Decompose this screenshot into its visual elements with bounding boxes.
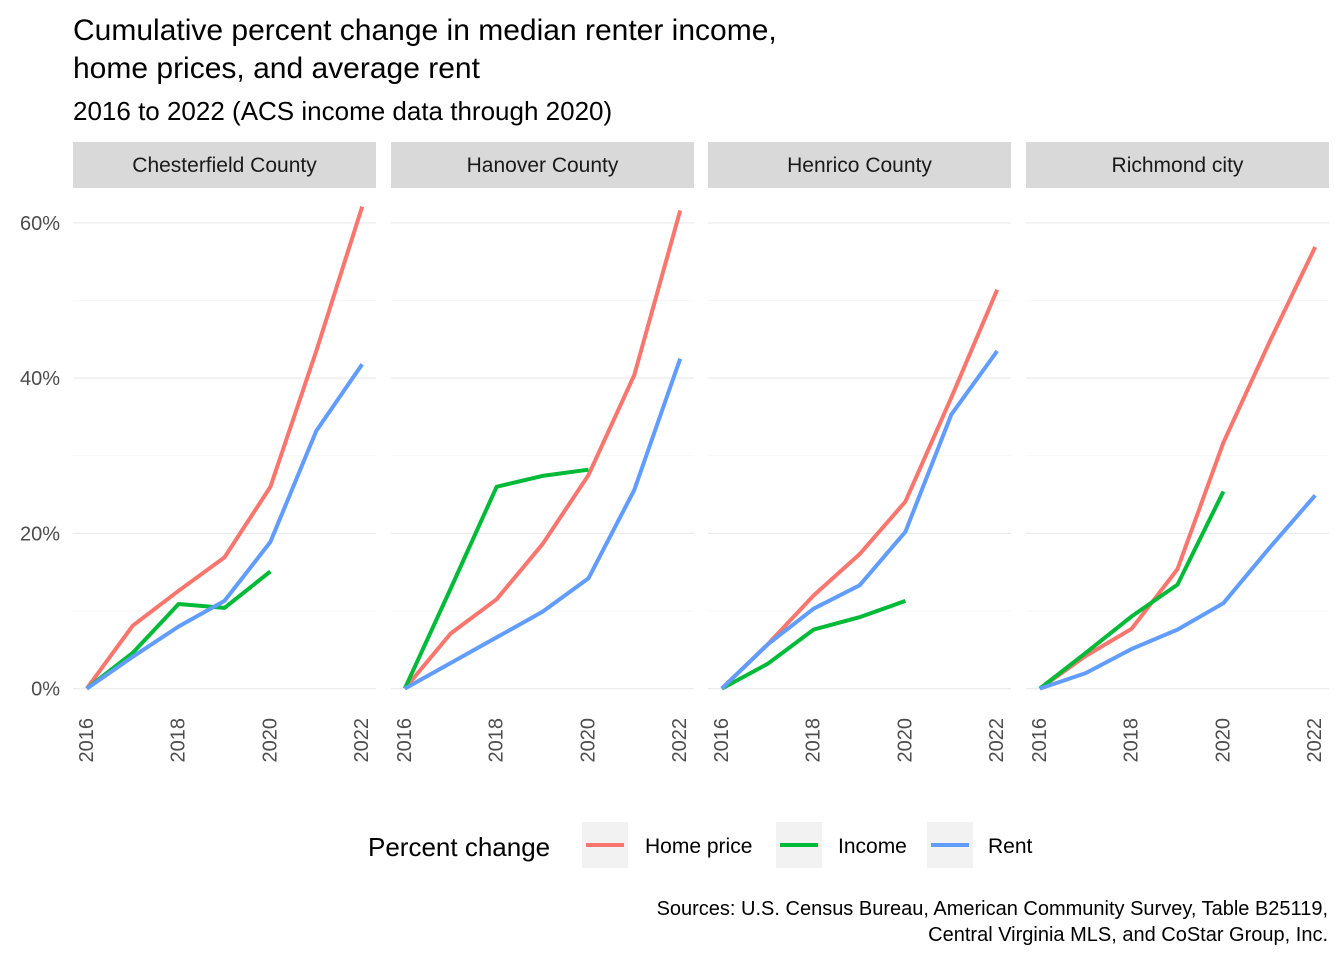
x-tick-label: 2016 xyxy=(394,718,416,763)
x-tick-label: 2018 xyxy=(168,718,190,763)
series-line-income xyxy=(1038,490,1226,691)
y-tick-label: 60% xyxy=(20,213,60,235)
y-tick-label: 0% xyxy=(31,679,60,701)
chart-subtitle: 2016 to 2022 (ACS income data through 20… xyxy=(73,96,613,126)
chart-title-line-1: Cumulative percent change in median rent… xyxy=(73,14,777,47)
chart-title: Cumulative percent change in median rent… xyxy=(73,12,777,88)
series-line-rent xyxy=(1039,493,1317,691)
x-tick-label: 2018 xyxy=(803,718,825,763)
legend-label-home-price: Home price xyxy=(645,835,752,858)
x-tick-label: 2022 xyxy=(1304,718,1326,763)
legend-title: Percent change xyxy=(368,832,550,862)
series-line-income xyxy=(402,467,589,690)
source-caption-line-2: Central Virginia MLS, and CoStar Group, … xyxy=(928,924,1328,946)
x-tick-label: 2016 xyxy=(76,718,98,763)
y-tick-label: 40% xyxy=(20,368,60,390)
facet-strip xyxy=(391,142,694,188)
y-tick-label: 20% xyxy=(20,523,60,545)
facet-strip-label: Chesterfield County xyxy=(132,154,317,177)
x-tick-label: 2020 xyxy=(259,718,281,763)
series-line-rent xyxy=(403,358,683,691)
x-tick-label: 2018 xyxy=(486,718,508,763)
panel-chesterfield-county: Chesterfield County 2016 2018 2020 2022 xyxy=(73,142,376,763)
panel-richmond-city: Richmond city 2016 2018 2020 2022 xyxy=(1026,142,1329,763)
facet-strip-label: Hanover County xyxy=(467,154,619,177)
facet-strip-label: Henrico County xyxy=(787,154,932,177)
facet-strip-label: Richmond city xyxy=(1112,154,1244,177)
series-line-rent xyxy=(720,349,999,691)
legend: Percent change Home price Income Rent xyxy=(368,822,1033,868)
series-line-rent xyxy=(85,363,364,691)
series-line-income xyxy=(720,599,907,691)
x-tick-label: 2020 xyxy=(577,718,599,763)
x-tick-label: 2022 xyxy=(669,718,691,763)
legend-label-income: Income xyxy=(838,835,907,858)
panel-hanover-county: Hanover County 2016 2018 2020 2022 xyxy=(391,142,694,763)
x-tick-label: 2020 xyxy=(1212,718,1234,763)
x-tick-label: 2016 xyxy=(1029,718,1051,763)
facet-strip xyxy=(73,142,376,188)
x-tick-label: 2020 xyxy=(894,718,916,763)
x-tick-label: 2022 xyxy=(351,718,373,763)
series-line-home-price xyxy=(1038,246,1318,691)
chart-title-line-2: home prices, and average rent xyxy=(73,52,480,85)
x-tick-label: 2018 xyxy=(1121,718,1143,763)
facet-strip xyxy=(1026,142,1329,188)
series-line-income xyxy=(85,569,272,691)
facet-strip xyxy=(708,142,1011,188)
series-line-home-price xyxy=(720,288,1000,691)
x-tick-label: 2022 xyxy=(986,718,1008,763)
source-caption: Sources: U.S. Census Bureau, American Co… xyxy=(657,896,1328,948)
panel-henrico-county: Henrico County 2016 2018 2020 2022 xyxy=(708,142,1011,763)
x-tick-label: 2016 xyxy=(711,718,733,763)
source-caption-line-1: Sources: U.S. Census Bureau, American Co… xyxy=(656,898,1328,920)
series-line-home-price xyxy=(85,205,365,690)
legend-label-rent: Rent xyxy=(988,835,1033,858)
series-line-home-price xyxy=(403,209,683,690)
